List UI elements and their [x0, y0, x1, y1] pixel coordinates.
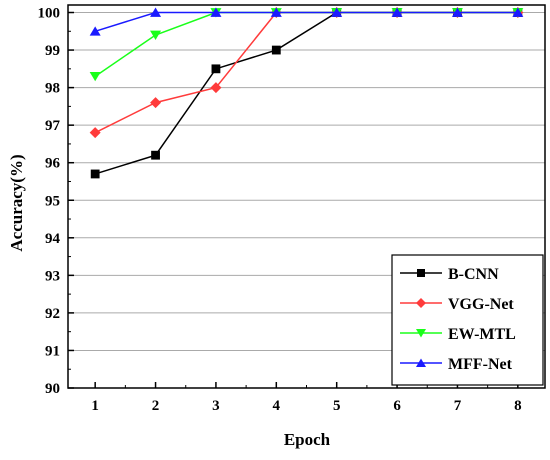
- x-tick-label-3: 3: [212, 398, 220, 414]
- series-EW-MTL: [89, 8, 524, 82]
- y-tick-label-100: 100: [38, 6, 61, 22]
- y-tick-label-90: 90: [45, 381, 60, 397]
- y-tick-label-91: 91: [45, 343, 60, 359]
- x-tick-label-4: 4: [273, 398, 281, 414]
- x-tick-label-7: 7: [454, 398, 462, 414]
- legend-item-EW-MTL: EW-MTL: [400, 326, 516, 343]
- y-tick-label-93: 93: [45, 268, 60, 284]
- series-MFF-Net: [89, 7, 524, 36]
- series-line-EW-MTL: [94, 11, 518, 77]
- data-point-B-CNN-2: [151, 150, 160, 160]
- legend-marker: [416, 298, 426, 308]
- y-tick-label-98: 98: [45, 81, 60, 97]
- data-point-MFF-Net-8: [512, 7, 524, 17]
- x-tick-label-8: 8: [514, 398, 522, 414]
- data-point-MFF-Net-3: [210, 7, 222, 17]
- y-tick-label-92: 92: [45, 306, 60, 322]
- data-point-MFF-Net-5: [331, 7, 343, 17]
- data-point-VGG-Net-1: [89, 127, 101, 139]
- data-point-B-CNN-3: [211, 64, 221, 74]
- data-point-EW-MTL-2: [150, 30, 162, 40]
- data-point-B-CNN-1: [90, 169, 100, 179]
- legend-label: B-CNN: [448, 266, 499, 283]
- legend-marker: [416, 358, 426, 367]
- data-point-MFF-Net-7: [451, 7, 463, 17]
- series-line-MFF-Net: [94, 11, 518, 33]
- data-point-VGG-Net-2: [150, 97, 162, 109]
- legend: B-CNN VGG-Net EW-MTL MFF-Net: [391, 254, 544, 386]
- y-tick-label-95: 95: [45, 193, 60, 209]
- data-point-MFF-Net-6: [391, 7, 403, 17]
- data-point-MFF-Net-1: [89, 26, 101, 36]
- y-tick-label-99: 99: [45, 43, 60, 59]
- legend-label: MFF-Net: [448, 356, 513, 373]
- series-line-B-CNN: [94, 11, 518, 175]
- x-tick-label-5: 5: [333, 398, 341, 414]
- legend-item-MFF-Net: MFF-Net: [400, 356, 513, 373]
- legend-label: VGG-Net: [448, 296, 514, 313]
- y-tick-label-94: 94: [45, 231, 61, 247]
- data-point-EW-MTL-1: [89, 71, 101, 82]
- tick-labels: 90 91 92 93 94 95 96 97 98 99 100 1 2 3 4 5 6 7 8: [38, 6, 522, 414]
- series-layer: [89, 7, 524, 179]
- y-tick-label-97: 97: [45, 118, 61, 134]
- axes: [67, 4, 546, 389]
- legend-label: EW-MTL: [448, 326, 516, 343]
- legend-item-B-CNN: B-CNN: [400, 266, 499, 283]
- legend-marker: [417, 269, 425, 277]
- data-point-MFF-Net-4: [270, 7, 282, 17]
- y-axis-title: Accuracy(%): [7, 154, 26, 251]
- data-point-B-CNN-4: [271, 45, 281, 55]
- legend-marker: [416, 329, 426, 338]
- series-VGG-Net: [89, 7, 524, 139]
- x-axis-title: Epoch: [284, 430, 331, 449]
- data-point-VGG-Net-3: [210, 82, 222, 94]
- x-tick-label-6: 6: [393, 398, 401, 414]
- x-tick-label-1: 1: [91, 398, 99, 414]
- data-point-MFF-Net-2: [150, 7, 162, 17]
- x-tick-label-2: 2: [152, 398, 160, 414]
- y-tick-label-96: 96: [45, 156, 61, 172]
- legend-item-VGG-Net: VGG-Net: [400, 296, 514, 313]
